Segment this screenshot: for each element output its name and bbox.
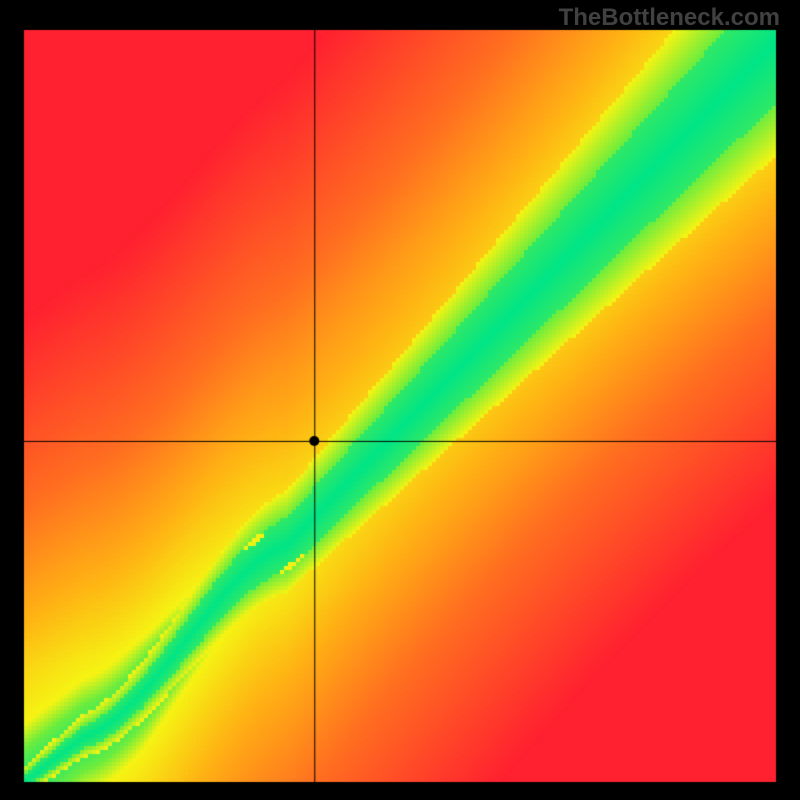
heatmap-canvas bbox=[0, 0, 800, 800]
chart-root: TheBottleneck.com bbox=[0, 0, 800, 800]
watermark-text: TheBottleneck.com bbox=[559, 4, 780, 32]
